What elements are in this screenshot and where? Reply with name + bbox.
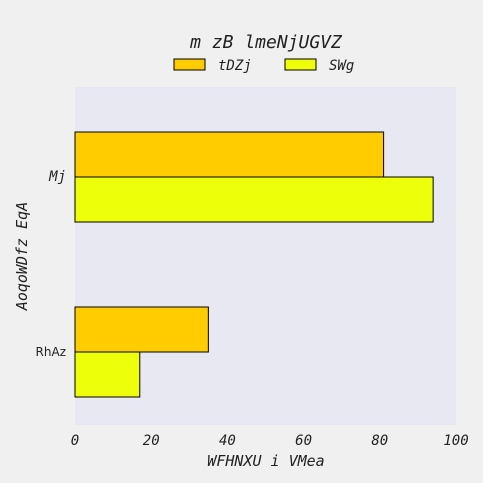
- x-tick-label: 100: [443, 433, 468, 449]
- legend: tDZj SWg: [173, 58, 354, 74]
- bar-SWg-RhAz: [74, 351, 141, 398]
- x-tick-label: 20: [143, 433, 160, 449]
- legend-label-SWg: SWg: [329, 58, 354, 74]
- legend-swatch-SWg: [284, 58, 317, 71]
- bar-tDZj-RhAz: [74, 306, 209, 353]
- y-tick-labels: Mj RhAz: [36, 169, 66, 359]
- bars: [74, 131, 434, 398]
- bar-tDZj-Mj: [74, 131, 385, 178]
- x-tick-label: 0: [71, 433, 79, 449]
- y-tick-label: Mj: [48, 169, 66, 185]
- y-tick-label: RhAz: [36, 345, 66, 359]
- x-tick-label: 80: [371, 433, 388, 449]
- legend-swatch-tDZj: [173, 58, 206, 71]
- x-tick-label: 40: [219, 433, 236, 449]
- bar-SWg-Mj: [74, 176, 434, 223]
- y-axis-label: AoqoWDfz EqA: [13, 202, 31, 311]
- x-tick-label: 60: [295, 433, 312, 449]
- legend-label-tDZj: tDZj: [218, 58, 252, 74]
- x-axis-label: WFHNXU i VMea: [207, 452, 324, 470]
- chart-title: m zB lmeNjUGVZ: [189, 32, 343, 53]
- x-tick-labels: 0 20 40 60 80 100: [71, 433, 469, 449]
